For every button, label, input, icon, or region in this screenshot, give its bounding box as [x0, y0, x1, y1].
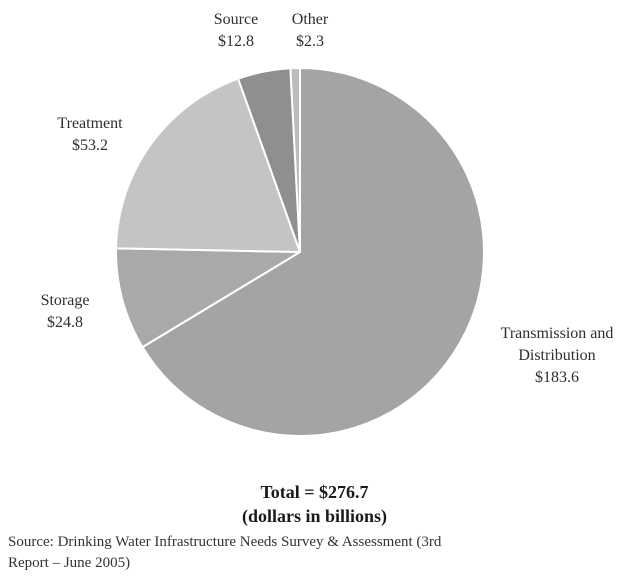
pie-slices	[115, 66, 485, 437]
slice-label-transmission: Transmission and Distribution $183.6	[482, 323, 629, 389]
pie-slice-treatment	[115, 77, 301, 253]
source-footnote-line2: Report – June 2005)	[8, 555, 131, 571]
slice-name-other: Other	[291, 11, 329, 28]
source-footnote-line1: Source: Drinking Water Infrastructure Ne…	[8, 534, 442, 550]
slice-value-source: $12.8	[218, 33, 254, 50]
slice-label-transmission-line1: Transmission and	[500, 325, 614, 342]
pie-slice-other	[289, 66, 301, 253]
slice-label-source: Source $12.8	[196, 9, 276, 53]
pie-slice-storage	[115, 247, 301, 349]
slice-label-other: Other $2.3	[280, 9, 340, 53]
slice-label-treatment: Treatment $53.2	[35, 113, 145, 157]
pie-slice-transmission	[141, 67, 485, 437]
pie-chart	[115, 66, 485, 437]
units-text: (dollars in billions)	[241, 506, 388, 526]
source-footnote: Source: Drinking Water Infrastructure Ne…	[8, 532, 608, 574]
slice-value-transmission: $183.6	[535, 369, 579, 386]
slice-label-transmission-line2: Distribution	[518, 347, 596, 364]
slice-value-treatment: $53.2	[72, 137, 108, 154]
slice-value-other: $2.3	[296, 33, 324, 50]
slice-label-storage: Storage $24.8	[20, 290, 110, 334]
slice-name-storage: Storage	[40, 292, 90, 309]
total-text: Total = $276.7	[260, 482, 369, 502]
slice-value-storage: $24.8	[47, 314, 83, 331]
chart-total: Total = $276.7 (dollars in billions)	[0, 480, 629, 528]
slice-name-source: Source	[213, 11, 259, 28]
slice-name-treatment: Treatment	[57, 115, 123, 132]
